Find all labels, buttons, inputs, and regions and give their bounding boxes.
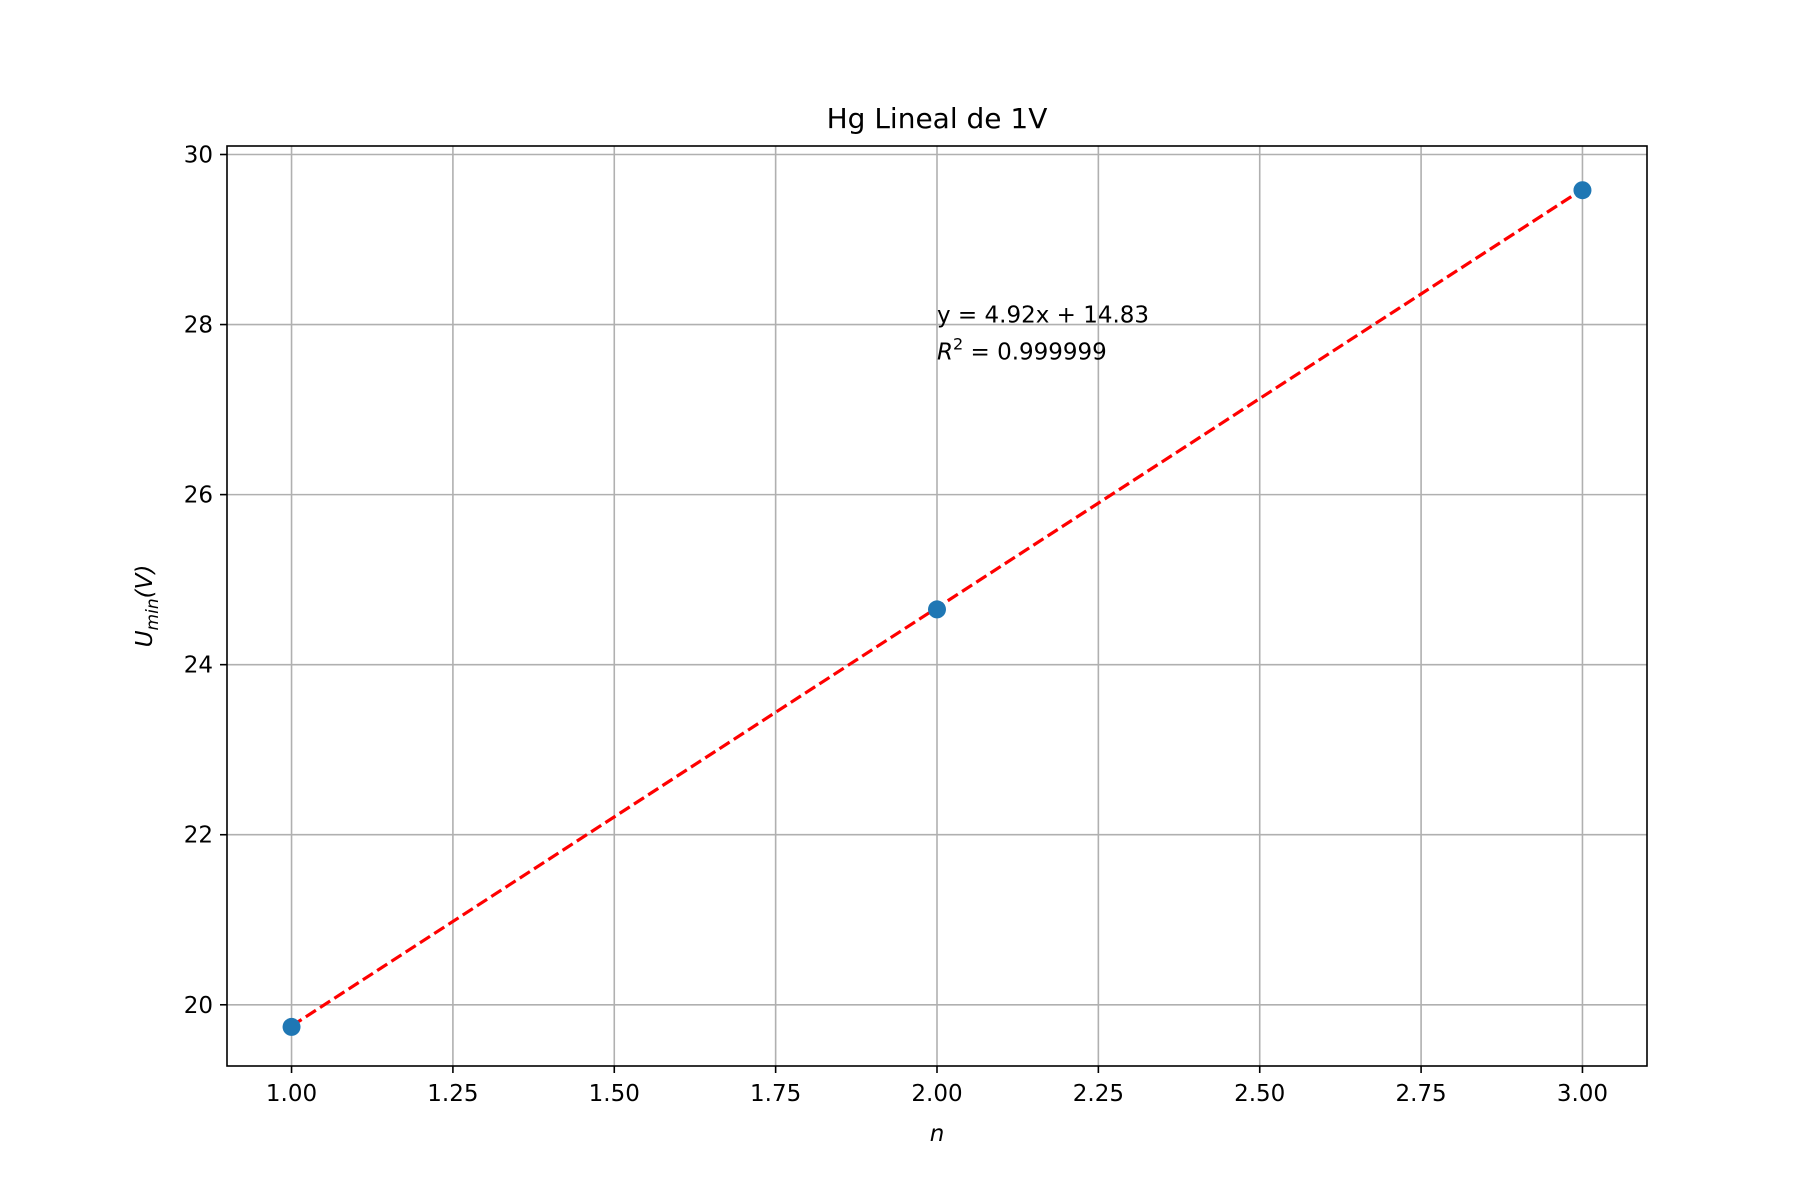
x-tick-label: 1.50 [589, 1081, 640, 1107]
r-squared-superscript: 2 [953, 335, 963, 354]
x-tick-label: 3.00 [1557, 1081, 1608, 1107]
y-tick-label: 20 [184, 993, 213, 1019]
y-tick-label: 30 [184, 143, 213, 169]
x-tick-label: 2.00 [911, 1081, 962, 1107]
x-tick-label: 2.25 [1073, 1081, 1124, 1107]
r-squared-symbol: R [937, 340, 953, 366]
y-tick-label: 22 [184, 823, 213, 849]
scatter-point [282, 1017, 301, 1036]
chart-title: Hg Lineal de 1V [827, 102, 1048, 135]
y-axis-label-suffix: (V) [132, 565, 158, 599]
scatter-points [282, 181, 1592, 1036]
y-axis-label-sub: min [143, 598, 163, 630]
y-tick-label: 28 [184, 313, 213, 339]
y-axis-label-base: U [132, 630, 158, 647]
r-squared-value: = 0.999999 [963, 340, 1107, 366]
r-squared-annotation: R2 = 0.999999 [937, 335, 1107, 366]
x-axis-label: n [930, 1121, 945, 1147]
scatter-point [1573, 181, 1592, 200]
y-axis-ticks: 20 22 24 26 28 30 [184, 143, 227, 1019]
y-tick-label: 26 [184, 483, 213, 509]
x-tick-label: 2.50 [1234, 1081, 1285, 1107]
x-axis-ticks: 1.00 1.25 1.50 1.75 2.00 2.25 2.50 2.75 3.00 [266, 1066, 1608, 1107]
x-tick-label: 1.00 [266, 1081, 317, 1107]
x-tick-label: 1.75 [750, 1081, 801, 1107]
fit-equation-annotation: y = 4.92x + 14.83 [937, 303, 1149, 329]
x-tick-label: 1.25 [427, 1081, 478, 1107]
y-axis-label: Umin(V) [132, 565, 163, 648]
scatter-point [928, 600, 946, 619]
y-tick-label: 24 [184, 653, 213, 679]
x-tick-label: 2.75 [1395, 1081, 1446, 1107]
